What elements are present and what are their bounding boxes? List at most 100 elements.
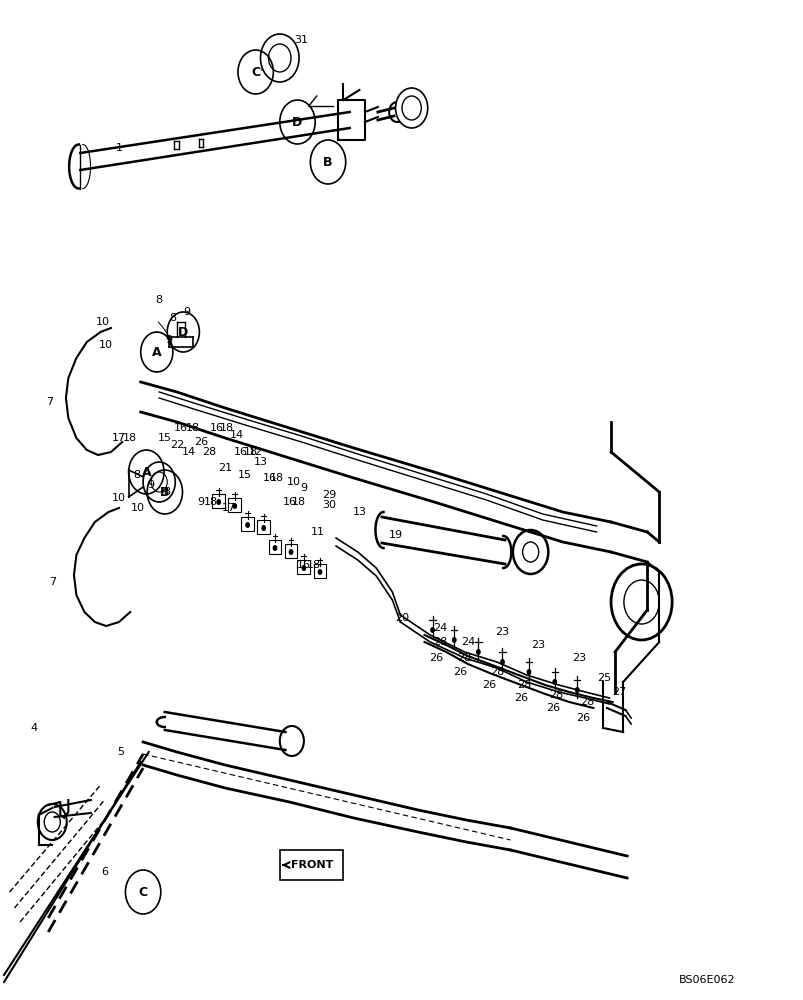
Text: 5: 5 — [117, 747, 124, 757]
Text: 28: 28 — [457, 653, 471, 663]
Circle shape — [526, 669, 531, 675]
Circle shape — [317, 569, 322, 575]
Text: 23: 23 — [531, 640, 545, 650]
Text: 9: 9 — [148, 480, 154, 490]
Bar — [268, 540, 281, 554]
Text: 8: 8 — [169, 313, 176, 323]
Circle shape — [272, 545, 277, 551]
Text: D: D — [292, 115, 302, 128]
Text: 26: 26 — [194, 437, 208, 447]
Text: 29: 29 — [322, 490, 336, 500]
Text: 10: 10 — [96, 317, 110, 327]
Bar — [279, 850, 342, 880]
Text: 9: 9 — [165, 335, 172, 345]
Text: 28: 28 — [433, 637, 447, 647]
Text: 26: 26 — [481, 680, 495, 690]
Text: 28: 28 — [489, 667, 503, 677]
Circle shape — [499, 659, 504, 665]
Text: 26: 26 — [452, 667, 467, 677]
Text: 28: 28 — [516, 680, 531, 690]
Text: 8: 8 — [156, 295, 162, 305]
Circle shape — [475, 649, 480, 655]
Text: 23: 23 — [495, 627, 509, 637]
Bar — [313, 564, 326, 578]
Text: 16: 16 — [262, 473, 276, 483]
Text: 24: 24 — [460, 637, 475, 647]
Text: 26: 26 — [545, 703, 560, 713]
Text: 18: 18 — [270, 473, 284, 483]
Text: 10: 10 — [131, 503, 145, 513]
Text: 12: 12 — [248, 447, 263, 457]
Text: 13: 13 — [254, 457, 268, 467]
Text: 30: 30 — [322, 500, 336, 510]
Text: B: B — [160, 486, 169, 498]
Text: 16: 16 — [173, 423, 188, 433]
Text: C: C — [251, 66, 260, 79]
Circle shape — [245, 522, 250, 528]
Text: 14: 14 — [230, 430, 244, 440]
Text: 15: 15 — [238, 470, 252, 480]
Circle shape — [232, 503, 237, 509]
Text: 18: 18 — [185, 423, 200, 433]
Circle shape — [552, 679, 556, 685]
Text: FRONT: FRONT — [291, 860, 332, 870]
Text: 21: 21 — [218, 463, 232, 473]
Text: 9: 9 — [300, 483, 307, 493]
Text: 26: 26 — [575, 713, 589, 723]
Circle shape — [402, 96, 421, 120]
Text: 31: 31 — [294, 35, 308, 45]
Text: 18: 18 — [203, 497, 218, 507]
Text: A: A — [152, 346, 161, 359]
Text: 26: 26 — [428, 653, 442, 663]
Text: 26: 26 — [513, 693, 528, 703]
Text: 13: 13 — [353, 507, 367, 517]
Text: BS06E062: BS06E062 — [679, 975, 735, 985]
Text: A: A — [141, 466, 151, 479]
Circle shape — [268, 44, 291, 72]
Text: 24: 24 — [433, 623, 447, 633]
Text: 4: 4 — [31, 723, 37, 733]
Text: 18: 18 — [243, 447, 258, 457]
Circle shape — [451, 637, 456, 643]
Text: 25: 25 — [597, 673, 611, 683]
Text: C: C — [138, 886, 148, 898]
Text: 9: 9 — [183, 307, 190, 317]
Text: 16: 16 — [210, 423, 224, 433]
Bar — [212, 494, 225, 508]
Text: 28: 28 — [548, 690, 563, 700]
Text: 18: 18 — [219, 423, 234, 433]
Text: 19: 19 — [388, 530, 402, 540]
Text: 15: 15 — [157, 433, 172, 443]
Circle shape — [260, 34, 299, 82]
Circle shape — [430, 627, 434, 633]
Text: 1: 1 — [116, 143, 122, 153]
Text: 20: 20 — [394, 613, 409, 623]
Text: D: D — [178, 326, 188, 338]
Text: 6: 6 — [101, 867, 108, 877]
Text: 8: 8 — [133, 470, 140, 480]
Text: 11: 11 — [310, 527, 324, 537]
Text: 9: 9 — [198, 497, 204, 507]
Circle shape — [395, 88, 427, 128]
Circle shape — [261, 525, 266, 531]
Text: 10: 10 — [99, 340, 113, 350]
Text: 18: 18 — [306, 560, 320, 570]
Circle shape — [216, 499, 221, 505]
Text: 16: 16 — [234, 447, 248, 457]
Text: 17: 17 — [112, 433, 126, 443]
Bar — [257, 520, 270, 534]
Text: 18: 18 — [123, 433, 137, 443]
Text: 22: 22 — [169, 440, 184, 450]
Bar — [284, 544, 297, 558]
Text: B: B — [323, 155, 332, 168]
Circle shape — [574, 687, 579, 693]
Text: 14: 14 — [181, 447, 196, 457]
Text: 17: 17 — [222, 503, 236, 513]
Text: 16: 16 — [296, 560, 311, 570]
Text: 7: 7 — [47, 397, 53, 407]
Text: 16: 16 — [282, 497, 296, 507]
Bar — [297, 560, 310, 574]
Bar — [228, 498, 241, 512]
Text: 31: 31 — [404, 100, 418, 110]
Text: 27: 27 — [611, 687, 626, 697]
